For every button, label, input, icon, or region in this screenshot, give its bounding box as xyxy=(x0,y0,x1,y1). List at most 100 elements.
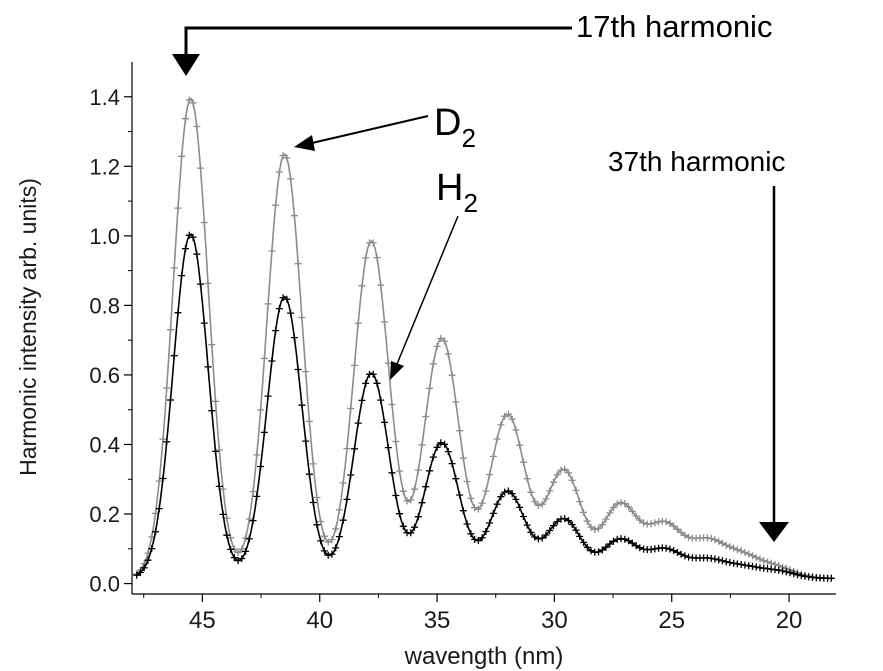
data-point-marker xyxy=(752,553,760,561)
data-point-marker xyxy=(613,500,621,508)
data-point-marker xyxy=(287,309,295,317)
data-point-marker xyxy=(407,529,415,537)
data-point-marker xyxy=(272,327,280,335)
data-point-marker xyxy=(459,454,467,462)
data-point-marker xyxy=(290,212,298,220)
data-point-marker xyxy=(587,523,595,531)
data-point-marker xyxy=(305,417,313,425)
data-point-marker xyxy=(305,470,313,478)
data-point-marker xyxy=(441,337,449,345)
data-point-marker xyxy=(174,309,182,317)
data-point-marker xyxy=(185,231,193,239)
data-point-marker xyxy=(358,396,366,404)
data-point-marker xyxy=(429,360,437,368)
data-point-marker xyxy=(429,453,437,461)
data-point-marker xyxy=(673,548,681,556)
data-point-marker xyxy=(448,371,456,379)
data-point-marker xyxy=(354,319,362,327)
data-point-marker xyxy=(178,152,186,160)
data-point-marker xyxy=(163,384,171,392)
data-point-marker xyxy=(290,334,298,342)
data-point-marker xyxy=(328,550,336,558)
data-point-marker xyxy=(550,522,557,530)
data-point-marker xyxy=(651,519,659,527)
data-point-marker xyxy=(189,99,197,107)
data-point-marker xyxy=(167,396,174,404)
data-point-marker xyxy=(441,440,449,448)
data-point-marker xyxy=(272,201,280,209)
data-point-marker xyxy=(591,526,599,533)
data-point-marker xyxy=(489,509,497,517)
data-point-marker xyxy=(456,427,464,435)
data-point-marker xyxy=(764,558,771,566)
data-point-marker xyxy=(219,510,227,518)
data-point-marker xyxy=(489,452,497,460)
data-point-marker xyxy=(576,532,584,540)
data-point-marker xyxy=(411,523,418,531)
data-point-marker xyxy=(260,355,268,362)
data-point-marker xyxy=(775,566,783,574)
data-point-marker xyxy=(362,254,370,262)
data-point-marker xyxy=(482,528,490,535)
y-tick-label: 0.4 xyxy=(89,432,120,457)
harmonic-17-label: 17th harmonic xyxy=(576,9,772,44)
data-point-marker xyxy=(140,564,148,572)
data-point-marker xyxy=(718,557,726,565)
data-point-marker xyxy=(673,525,681,533)
data-point-marker xyxy=(208,407,216,415)
data-point-marker xyxy=(572,486,580,494)
data-point-marker xyxy=(534,535,542,543)
data-point-marker xyxy=(362,379,370,387)
data-point-marker xyxy=(733,546,741,554)
d2-arrow-line xyxy=(311,115,429,144)
data-point-marker xyxy=(208,341,216,349)
data-point-marker xyxy=(170,264,178,272)
data-point-marker xyxy=(377,281,385,289)
y-tick-label: 0.6 xyxy=(89,363,120,388)
data-point-marker xyxy=(546,527,554,534)
data-point-marker xyxy=(677,550,685,558)
data-point-marker xyxy=(504,410,512,418)
data-point-marker xyxy=(534,501,542,509)
data-point-marker xyxy=(320,532,328,540)
data-point-marker xyxy=(298,314,306,321)
y-tick-label: 1.2 xyxy=(89,154,120,179)
series-d2 xyxy=(133,96,835,582)
data-point-marker xyxy=(471,535,479,543)
data-point-marker xyxy=(283,154,291,162)
data-point-marker xyxy=(257,406,265,414)
data-point-marker xyxy=(249,488,257,495)
data-point-marker xyxy=(786,569,794,577)
data-point-marker xyxy=(456,491,464,499)
data-point-marker xyxy=(193,250,201,258)
data-point-marker xyxy=(523,521,531,529)
data-point-marker xyxy=(602,543,610,551)
data-point-marker xyxy=(501,488,509,496)
d2-label: D2 xyxy=(434,102,476,153)
data-point-marker xyxy=(550,478,557,486)
data-point-marker xyxy=(245,515,253,523)
data-point-marker xyxy=(159,475,167,482)
data-point-marker xyxy=(230,554,238,562)
data-point-marker xyxy=(745,550,753,558)
data-point-marker xyxy=(324,538,332,546)
data-point-marker xyxy=(749,552,756,560)
data-point-marker xyxy=(625,537,633,545)
data-point-marker xyxy=(200,219,208,226)
data-point-marker xyxy=(133,571,141,579)
data-point-marker xyxy=(726,559,734,566)
data-point-marker xyxy=(178,272,186,280)
data-point-marker xyxy=(448,460,456,468)
data-point-marker xyxy=(309,460,317,468)
data-point-marker xyxy=(632,542,640,550)
data-point-marker xyxy=(152,528,159,536)
data-point-marker xyxy=(377,396,385,404)
data-point-marker xyxy=(587,547,595,555)
data-point-marker xyxy=(726,543,734,551)
data-point-marker xyxy=(185,96,193,104)
harmonic-37-label: 37th harmonic xyxy=(608,146,785,177)
data-point-marker xyxy=(794,571,801,579)
data-point-marker xyxy=(347,405,355,412)
data-point-marker xyxy=(170,352,178,360)
data-point-marker xyxy=(568,476,576,484)
